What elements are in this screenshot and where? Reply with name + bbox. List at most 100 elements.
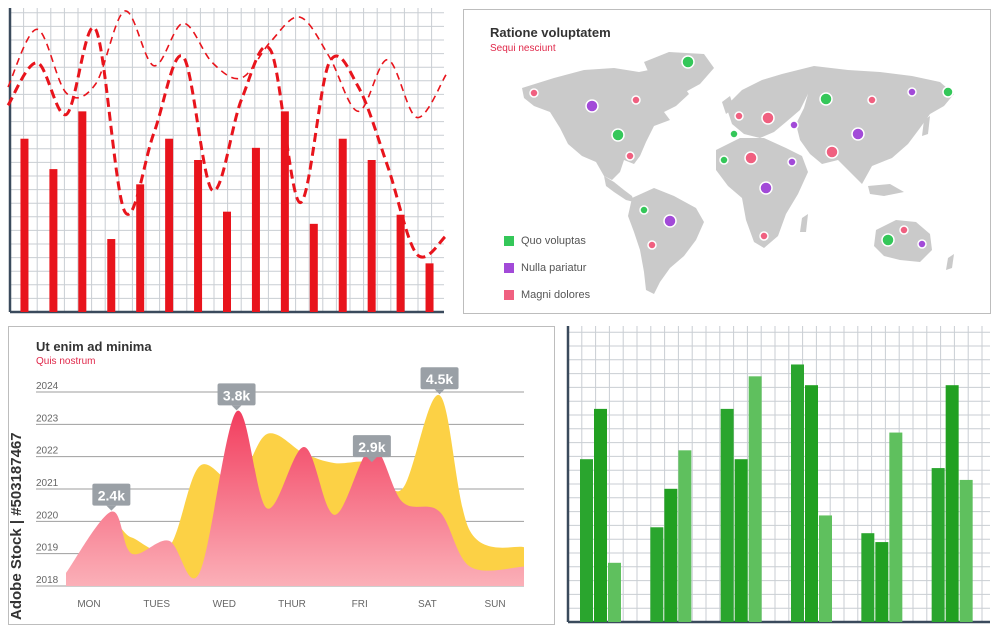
green-bar — [791, 364, 804, 622]
map-marker — [867, 95, 877, 105]
green-bar — [945, 385, 959, 622]
map-marker — [787, 157, 797, 167]
legend-swatch — [504, 235, 514, 246]
legend-label: Magni dolores — [521, 288, 591, 301]
annotation-pointer — [366, 457, 377, 463]
x-tick-label: MON — [77, 599, 100, 610]
map-marker — [647, 240, 657, 250]
map-marker — [942, 86, 954, 98]
annotation-pointer — [231, 405, 242, 411]
map-marker — [681, 55, 695, 69]
area-chart-svg: 2024 2023 2022 2021 2020 2019 2018 MON TUES WED TH… — [36, 367, 524, 610]
map-marker — [907, 87, 917, 97]
red-bar — [367, 160, 376, 312]
green-bar — [594, 408, 607, 622]
map-marker — [631, 95, 641, 105]
map-marker — [639, 205, 649, 215]
map-marker — [529, 88, 539, 98]
legend-label: Nulla pariatur — [521, 261, 587, 274]
map-marker — [744, 151, 758, 165]
legend-item-pink: Magni dolores — [504, 286, 590, 303]
red-bar — [78, 111, 87, 312]
map-marker — [611, 128, 625, 142]
map-marker — [663, 214, 677, 228]
map-marker — [759, 231, 769, 241]
green-bar — [805, 385, 818, 622]
area-chart-subtitle: Quis nostrum — [36, 356, 96, 367]
south-america-shape — [628, 188, 704, 294]
y-tick-label: 2024 — [36, 381, 59, 392]
y-tick-label: 2023 — [36, 413, 59, 424]
green-bar — [650, 527, 664, 622]
red-bar — [194, 160, 203, 312]
map-marker — [917, 239, 927, 249]
x-tick-label: THUR — [278, 599, 306, 610]
annotation-label: 2.9k — [358, 439, 385, 455]
thin-dashed-line — [7, 10, 447, 119]
map-marker — [625, 151, 635, 161]
red-bar — [425, 263, 434, 312]
map-marker — [825, 145, 839, 159]
map-legend: Quo voluptas Nulla pariatur Magni dolore… — [504, 232, 590, 313]
uk-shape — [722, 96, 734, 114]
map-markers — [529, 55, 954, 250]
australia-shape — [874, 220, 932, 262]
green-bar — [678, 450, 692, 622]
map-marker — [819, 92, 833, 106]
green-bar — [889, 432, 903, 622]
grid — [567, 326, 990, 623]
map-marker — [734, 111, 744, 121]
green-bar — [861, 533, 875, 622]
legend-swatch — [504, 289, 514, 300]
annotation-label: 4.5k — [426, 371, 453, 387]
world-map-panel: Ratione voluptatem Sequi nesciunt — [463, 9, 991, 314]
legend-swatch — [504, 262, 514, 273]
annotation-pointer — [106, 505, 117, 511]
green-chart-svg — [566, 326, 990, 624]
map-marker — [789, 120, 799, 130]
red-bar — [338, 138, 347, 312]
x-tick-label: SAT — [418, 599, 437, 610]
green-bar — [580, 459, 593, 622]
annotation-box — [92, 483, 131, 506]
green-bar — [931, 468, 945, 622]
red-bar — [223, 211, 231, 312]
map-marker — [899, 225, 909, 235]
red-bar — [309, 223, 318, 312]
green-bar — [959, 479, 973, 622]
green-bar-chart — [560, 322, 996, 628]
y-tick-label: 2021 — [36, 478, 59, 489]
japan-shape — [922, 116, 930, 136]
thick-dashed-line — [6, 25, 448, 259]
y-tick-label: 2019 — [36, 543, 59, 554]
map-subtitle: Sequi nesciunt — [490, 43, 556, 54]
green-bar — [875, 542, 889, 622]
legend-item-purple: Nulla pariatur — [504, 259, 590, 276]
red-bar — [165, 138, 174, 312]
x-tick-label: FRI — [352, 599, 368, 610]
europe-shape — [726, 74, 808, 138]
annotation-label: 3.8k — [223, 387, 250, 403]
world-map — [522, 52, 954, 294]
legend-label: Quo voluptas — [521, 234, 586, 247]
annotation-label: 2.4k — [98, 488, 125, 504]
map-marker — [851, 127, 865, 141]
map-marker — [759, 181, 773, 195]
red-bar — [280, 111, 289, 312]
central-america-shape — [604, 176, 634, 202]
annotation-box — [217, 383, 256, 406]
red-bar-line-chart — [0, 0, 452, 315]
y-tick-label: 2022 — [36, 446, 59, 457]
x-tick-label: SUN — [484, 599, 505, 610]
red-bar — [136, 184, 145, 312]
map-marker — [729, 129, 739, 139]
red-bar — [251, 147, 260, 312]
green-bar — [748, 376, 762, 622]
red-bar — [49, 169, 58, 312]
map-marker — [881, 233, 895, 247]
area-chart-panel: Ut enim ad minima Quis nostrum 2024 2023 2… — [8, 326, 555, 625]
map-marker — [719, 155, 729, 165]
greenland-shape — [644, 52, 714, 96]
indonesia-shape — [868, 184, 904, 196]
green-bar — [819, 515, 832, 622]
